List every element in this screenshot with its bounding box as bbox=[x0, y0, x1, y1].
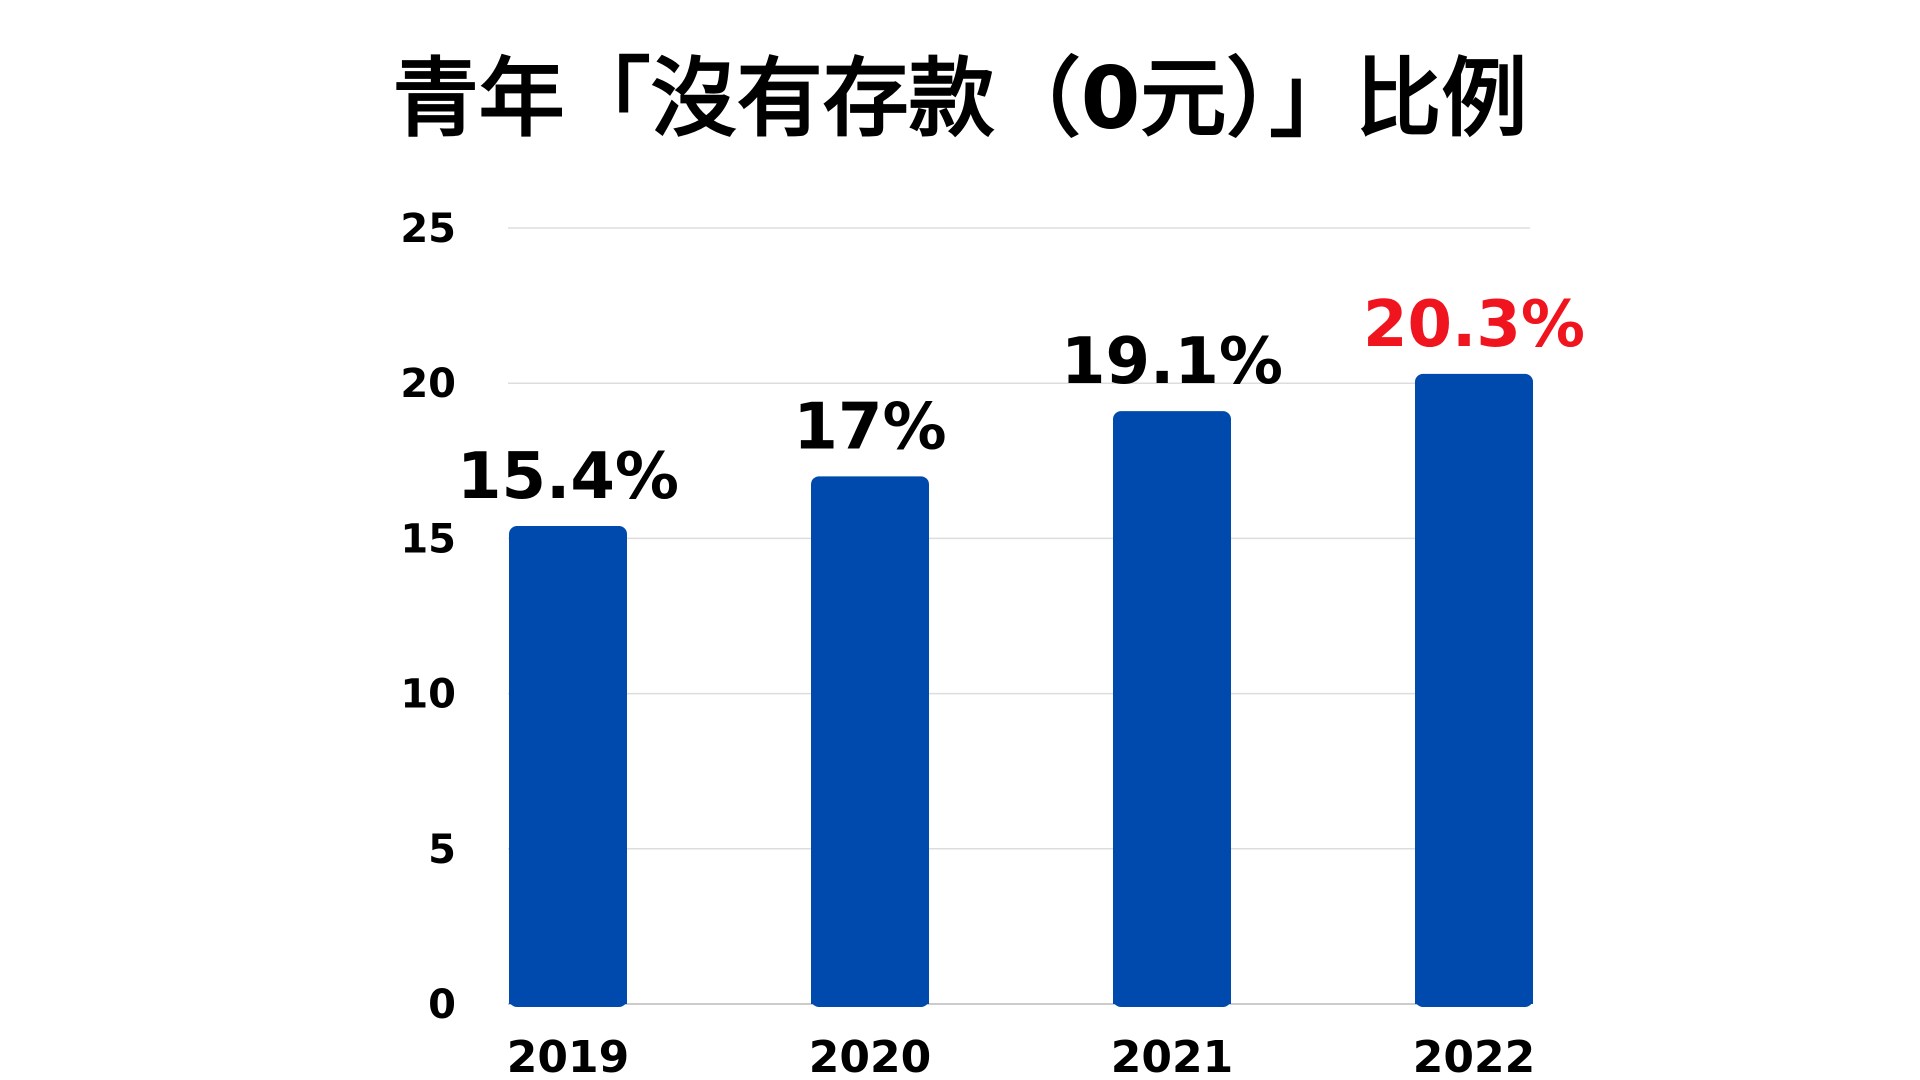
y-axis-tick-labels: 0 5 10 15 20 25 bbox=[400, 206, 456, 1028]
x-tick-label-2019: 2019 bbox=[507, 1032, 629, 1080]
bar-base-2019 bbox=[509, 992, 627, 1004]
y-tick-label: 10 bbox=[400, 672, 456, 718]
gridlines bbox=[508, 227, 1530, 1005]
y-tick-label: 15 bbox=[400, 516, 456, 562]
y-tick-label: 0 bbox=[428, 982, 456, 1028]
bars bbox=[509, 373, 1533, 1007]
bar-base-2020 bbox=[811, 992, 929, 1004]
data-label-2020: 17% bbox=[793, 390, 946, 464]
bar-base-2021 bbox=[1113, 992, 1231, 1004]
x-tick-label-2022: 2022 bbox=[1413, 1032, 1535, 1080]
data-label-2019: 15.4% bbox=[457, 440, 679, 514]
bar-2022 bbox=[1415, 373, 1533, 1007]
y-tick-label: 20 bbox=[400, 361, 456, 407]
bar-2020 bbox=[811, 476, 929, 1007]
y-tick-label: 25 bbox=[400, 206, 456, 252]
data-label-2022: 20.3% bbox=[1363, 288, 1585, 362]
bar-2021 bbox=[1113, 411, 1231, 1007]
x-axis-tick-labels: 2019 2020 2021 2022 bbox=[507, 1032, 1535, 1080]
chart-title: 青年「沒有存款（0元）」比例 bbox=[393, 49, 1528, 149]
x-tick-label-2020: 2020 bbox=[809, 1032, 931, 1080]
x-tick-label-2021: 2021 bbox=[1111, 1032, 1233, 1080]
bar-2019 bbox=[509, 525, 627, 1007]
y-tick-label: 5 bbox=[428, 827, 456, 873]
bar-base-2022 bbox=[1415, 992, 1533, 1004]
data-labels: 15.4% 17% 19.1% 20.3% bbox=[457, 288, 1585, 514]
data-label-2021: 19.1% bbox=[1061, 325, 1283, 399]
